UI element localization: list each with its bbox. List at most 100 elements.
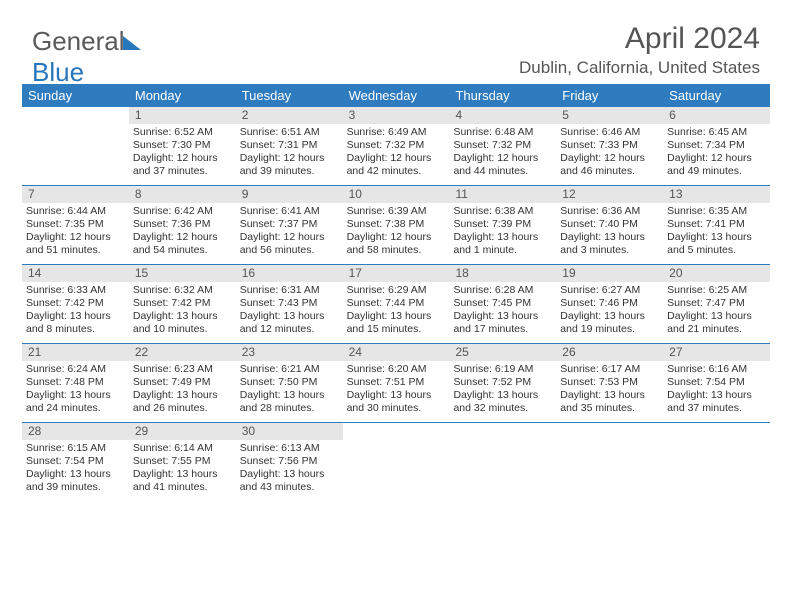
sunset-text: Sunset: 7:54 PM: [667, 376, 766, 389]
day-info: Sunrise: 6:23 AMSunset: 7:49 PMDaylight:…: [129, 361, 236, 420]
sunrise-text: Sunrise: 6:21 AM: [240, 363, 339, 376]
day-info: Sunrise: 6:27 AMSunset: 7:46 PMDaylight:…: [556, 282, 663, 341]
sunset-text: Sunset: 7:52 PM: [453, 376, 552, 389]
day-number: 4: [449, 107, 556, 124]
sunset-text: Sunset: 7:35 PM: [26, 218, 125, 231]
day-number: 29: [129, 423, 236, 440]
sunset-text: Sunset: 7:56 PM: [240, 455, 339, 468]
daylight-text: Daylight: 12 hours and 54 minutes.: [133, 231, 232, 257]
day-info: Sunrise: 6:14 AMSunset: 7:55 PMDaylight:…: [129, 440, 236, 499]
day-cell: 30Sunrise: 6:13 AMSunset: 7:56 PMDayligh…: [236, 423, 343, 501]
day-info: Sunrise: 6:16 AMSunset: 7:54 PMDaylight:…: [663, 361, 770, 420]
day-number: 14: [22, 265, 129, 282]
day-header: Monday: [129, 84, 236, 107]
daylight-text: Daylight: 12 hours and 39 minutes.: [240, 152, 339, 178]
sunrise-text: Sunrise: 6:42 AM: [133, 205, 232, 218]
sunrise-text: Sunrise: 6:23 AM: [133, 363, 232, 376]
sunrise-text: Sunrise: 6:31 AM: [240, 284, 339, 297]
sunrise-text: Sunrise: 6:33 AM: [26, 284, 125, 297]
sunrise-text: Sunrise: 6:52 AM: [133, 126, 232, 139]
day-info: Sunrise: 6:19 AMSunset: 7:52 PMDaylight:…: [449, 361, 556, 420]
day-info: Sunrise: 6:45 AMSunset: 7:34 PMDaylight:…: [663, 124, 770, 183]
sunset-text: Sunset: 7:42 PM: [133, 297, 232, 310]
day-number: 19: [556, 265, 663, 282]
page-title: April 2024: [625, 22, 760, 56]
day-number: 20: [663, 265, 770, 282]
sunset-text: Sunset: 7:54 PM: [26, 455, 125, 468]
day-info: Sunrise: 6:48 AMSunset: 7:32 PMDaylight:…: [449, 124, 556, 183]
day-info: Sunrise: 6:38 AMSunset: 7:39 PMDaylight:…: [449, 203, 556, 262]
daylight-text: Daylight: 13 hours and 30 minutes.: [347, 389, 446, 415]
day-number: 10: [343, 186, 450, 203]
day-number: 22: [129, 344, 236, 361]
day-cell: 19Sunrise: 6:27 AMSunset: 7:46 PMDayligh…: [556, 265, 663, 343]
sunrise-text: Sunrise: 6:44 AM: [26, 205, 125, 218]
day-number: 8: [129, 186, 236, 203]
day-cell: 22Sunrise: 6:23 AMSunset: 7:49 PMDayligh…: [129, 344, 236, 422]
daylight-text: Daylight: 13 hours and 8 minutes.: [26, 310, 125, 336]
daylight-text: Daylight: 12 hours and 49 minutes.: [667, 152, 766, 178]
day-header: Tuesday: [236, 84, 343, 107]
day-info: Sunrise: 6:44 AMSunset: 7:35 PMDaylight:…: [22, 203, 129, 262]
day-number: 1: [129, 107, 236, 124]
day-number: 15: [129, 265, 236, 282]
sunset-text: Sunset: 7:46 PM: [560, 297, 659, 310]
sunset-text: Sunset: 7:32 PM: [347, 139, 446, 152]
day-cell: 15Sunrise: 6:32 AMSunset: 7:42 PMDayligh…: [129, 265, 236, 343]
sunrise-text: Sunrise: 6:25 AM: [667, 284, 766, 297]
sunset-text: Sunset: 7:31 PM: [240, 139, 339, 152]
triangle-icon: [123, 36, 141, 50]
sunrise-text: Sunrise: 6:32 AM: [133, 284, 232, 297]
daylight-text: Daylight: 13 hours and 24 minutes.: [26, 389, 125, 415]
sunset-text: Sunset: 7:48 PM: [26, 376, 125, 389]
daylight-text: Daylight: 13 hours and 43 minutes.: [240, 468, 339, 494]
day-cell: 24Sunrise: 6:20 AMSunset: 7:51 PMDayligh…: [343, 344, 450, 422]
sunrise-text: Sunrise: 6:46 AM: [560, 126, 659, 139]
sunrise-text: Sunrise: 6:51 AM: [240, 126, 339, 139]
day-cell: 8Sunrise: 6:42 AMSunset: 7:36 PMDaylight…: [129, 186, 236, 264]
day-number: 6: [663, 107, 770, 124]
day-info: Sunrise: 6:42 AMSunset: 7:36 PMDaylight:…: [129, 203, 236, 262]
day-header: Friday: [556, 84, 663, 107]
day-cell: 5Sunrise: 6:46 AMSunset: 7:33 PMDaylight…: [556, 107, 663, 185]
weeks-container: 1Sunrise: 6:52 AMSunset: 7:30 PMDaylight…: [22, 107, 770, 501]
sunrise-text: Sunrise: 6:24 AM: [26, 363, 125, 376]
day-number: 9: [236, 186, 343, 203]
day-info: Sunrise: 6:39 AMSunset: 7:38 PMDaylight:…: [343, 203, 450, 262]
sunset-text: Sunset: 7:36 PM: [133, 218, 232, 231]
day-cell: 12Sunrise: 6:36 AMSunset: 7:40 PMDayligh…: [556, 186, 663, 264]
day-info: Sunrise: 6:32 AMSunset: 7:42 PMDaylight:…: [129, 282, 236, 341]
day-info: Sunrise: 6:41 AMSunset: 7:37 PMDaylight:…: [236, 203, 343, 262]
day-cell: 10Sunrise: 6:39 AMSunset: 7:38 PMDayligh…: [343, 186, 450, 264]
day-number: 23: [236, 344, 343, 361]
day-number: 25: [449, 344, 556, 361]
day-number: 3: [343, 107, 450, 124]
day-info: Sunrise: 6:49 AMSunset: 7:32 PMDaylight:…: [343, 124, 450, 183]
sunset-text: Sunset: 7:32 PM: [453, 139, 552, 152]
day-cell: [449, 423, 556, 501]
day-number: 18: [449, 265, 556, 282]
week-row: 1Sunrise: 6:52 AMSunset: 7:30 PMDaylight…: [22, 107, 770, 186]
sunset-text: Sunset: 7:45 PM: [453, 297, 552, 310]
sunrise-text: Sunrise: 6:41 AM: [240, 205, 339, 218]
sunset-text: Sunset: 7:40 PM: [560, 218, 659, 231]
day-info: Sunrise: 6:25 AMSunset: 7:47 PMDaylight:…: [663, 282, 770, 341]
day-cell: 6Sunrise: 6:45 AMSunset: 7:34 PMDaylight…: [663, 107, 770, 185]
day-number: 16: [236, 265, 343, 282]
day-info: Sunrise: 6:52 AMSunset: 7:30 PMDaylight:…: [129, 124, 236, 183]
sunset-text: Sunset: 7:37 PM: [240, 218, 339, 231]
day-cell: 1Sunrise: 6:52 AMSunset: 7:30 PMDaylight…: [129, 107, 236, 185]
sunrise-text: Sunrise: 6:36 AM: [560, 205, 659, 218]
sunset-text: Sunset: 7:55 PM: [133, 455, 232, 468]
week-row: 7Sunrise: 6:44 AMSunset: 7:35 PMDaylight…: [22, 186, 770, 265]
sunset-text: Sunset: 7:41 PM: [667, 218, 766, 231]
day-number: 13: [663, 186, 770, 203]
day-header: Saturday: [663, 84, 770, 107]
sunrise-text: Sunrise: 6:49 AM: [347, 126, 446, 139]
sunset-text: Sunset: 7:47 PM: [667, 297, 766, 310]
daylight-text: Daylight: 13 hours and 15 minutes.: [347, 310, 446, 336]
daylight-text: Daylight: 13 hours and 5 minutes.: [667, 231, 766, 257]
daylight-text: Daylight: 13 hours and 12 minutes.: [240, 310, 339, 336]
day-number: 27: [663, 344, 770, 361]
daylight-text: Daylight: 13 hours and 17 minutes.: [453, 310, 552, 336]
